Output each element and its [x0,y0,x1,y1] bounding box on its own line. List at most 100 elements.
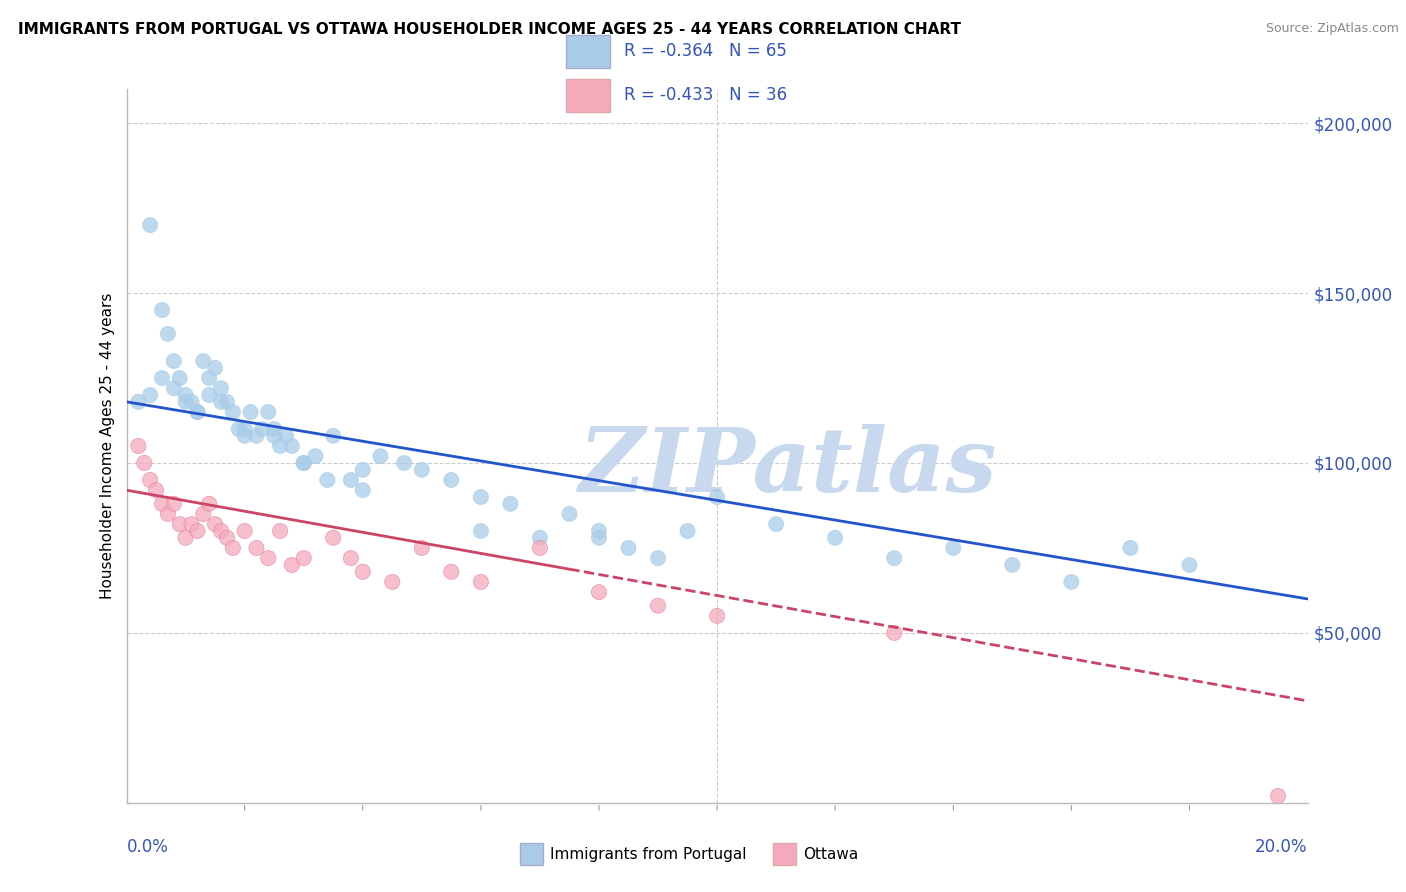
Point [529,541,551,555]
Point [127,394,149,409]
Point [198,371,221,385]
Point [470,524,492,538]
Point [169,371,191,385]
Point [942,541,965,555]
Point [156,507,179,521]
Point [245,429,267,443]
Text: Source: ZipAtlas.com: Source: ZipAtlas.com [1265,22,1399,36]
Point [1178,558,1201,572]
Point [824,531,846,545]
Point [209,381,232,395]
Point [269,524,291,538]
Point [1267,789,1289,803]
Point [139,473,162,487]
Point [139,388,162,402]
Point [392,456,415,470]
Point [150,371,173,385]
Point [245,541,267,555]
Point [180,394,202,409]
FancyBboxPatch shape [565,35,610,68]
Point [156,326,179,341]
Point [127,439,149,453]
Point [163,497,186,511]
Point [340,473,363,487]
Point [204,517,226,532]
Point [647,599,669,613]
Point [174,531,197,545]
Point [252,422,274,436]
Point [470,574,492,589]
Point [233,429,256,443]
Point [163,381,186,395]
Point [647,551,669,566]
FancyBboxPatch shape [565,79,610,112]
Text: ZIPatlas: ZIPatlas [579,425,997,510]
Point [411,463,433,477]
Point [883,626,905,640]
Point [292,551,315,566]
Point [215,531,238,545]
Point [281,439,304,453]
Point [883,551,905,566]
Point [352,483,374,498]
Point [588,585,610,599]
Point [163,354,186,368]
Point [352,565,374,579]
Point [150,303,173,318]
Point [558,507,581,521]
Point [269,439,291,453]
Point [292,456,315,470]
Point [193,354,215,368]
Point [274,429,297,443]
Point [370,449,392,463]
Point [228,422,250,436]
Point [292,456,315,470]
Point [257,405,280,419]
Point [440,473,463,487]
Text: Immigrants from Portugal: Immigrants from Portugal [550,847,747,862]
Text: R = -0.433   N = 36: R = -0.433 N = 36 [624,87,787,104]
Point [263,429,285,443]
Point [617,541,640,555]
Point [169,517,191,532]
Point [198,388,221,402]
Point [257,551,280,566]
Point [233,524,256,538]
Point [215,394,238,409]
Point [222,405,245,419]
Point [186,405,208,419]
Point [209,524,232,538]
Text: Ottawa: Ottawa [803,847,858,862]
Point [1001,558,1024,572]
Point [440,565,463,579]
Point [340,551,363,566]
Point [174,388,197,402]
Point [411,541,433,555]
Point [186,524,208,538]
Point [322,429,344,443]
Point [145,483,167,498]
Point [209,394,232,409]
Point [304,449,326,463]
Point [588,524,610,538]
Point [186,405,208,419]
Point [1119,541,1142,555]
Point [198,497,221,511]
Text: 0.0%: 0.0% [127,838,169,856]
Text: 20.0%: 20.0% [1256,838,1308,856]
Point [381,574,404,589]
Point [765,517,787,532]
Point [150,497,173,511]
Point [676,524,699,538]
Point [499,497,522,511]
Point [233,422,256,436]
Point [139,218,162,232]
Point [529,531,551,545]
Point [706,608,728,623]
Point [352,463,374,477]
Text: IMMIGRANTS FROM PORTUGAL VS OTTAWA HOUSEHOLDER INCOME AGES 25 - 44 YEARS CORRELA: IMMIGRANTS FROM PORTUGAL VS OTTAWA HOUSE… [18,22,962,37]
Point [322,531,344,545]
Point [222,541,245,555]
Point [316,473,339,487]
Point [1060,574,1083,589]
